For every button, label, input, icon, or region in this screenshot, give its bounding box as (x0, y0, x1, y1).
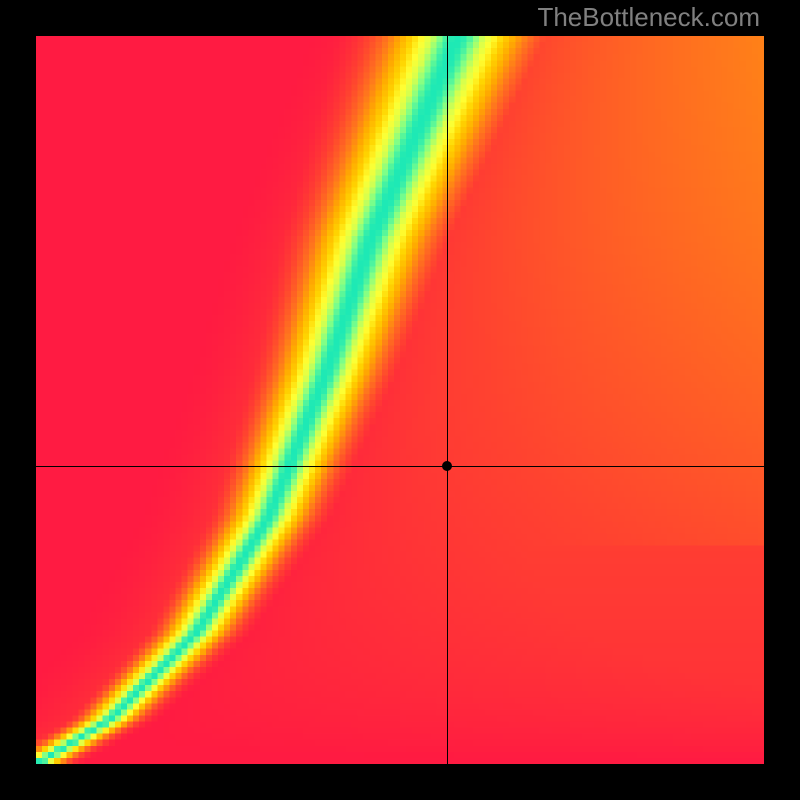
crosshair-marker-dot (442, 461, 452, 471)
heatmap-canvas (36, 36, 764, 764)
crosshair-horizontal (36, 466, 764, 467)
heatmap-plot-area (36, 36, 764, 764)
chart-container: TheBottleneck.com (0, 0, 800, 800)
watermark-text: TheBottleneck.com (537, 2, 760, 33)
crosshair-vertical (447, 36, 448, 764)
